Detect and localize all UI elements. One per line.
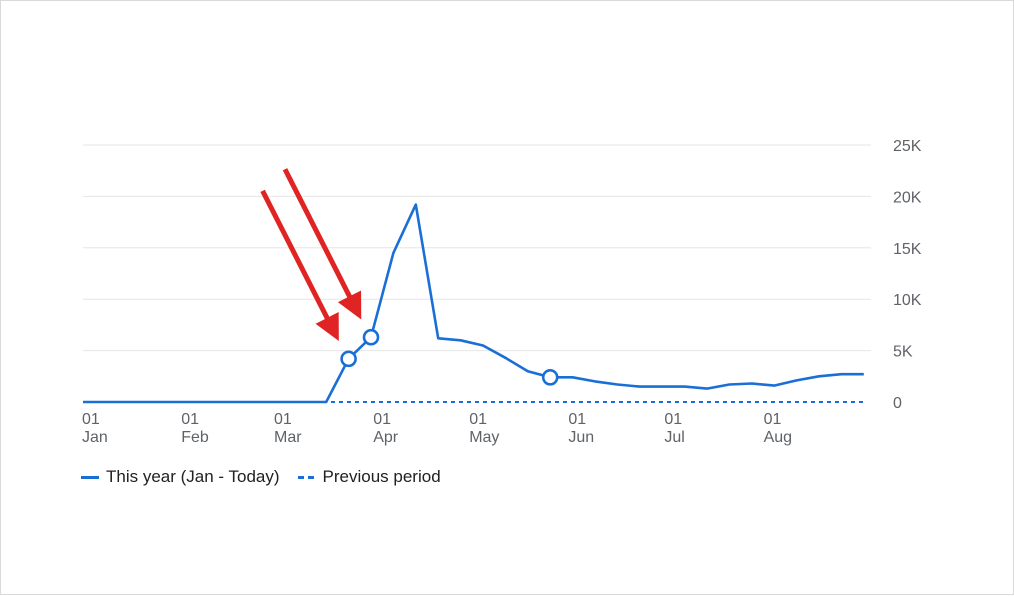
x-tick-month-label: Mar	[274, 429, 302, 446]
y-tick-label: 25K	[893, 138, 922, 155]
y-tick-label: 0	[893, 395, 902, 412]
legend-label-previous-period: Previous period	[322, 467, 441, 486]
x-tick-month-label: Aug	[764, 429, 792, 446]
data-point-marker	[340, 350, 357, 368]
red-arrow-annotation	[260, 189, 339, 342]
series-line-this-year	[83, 203, 864, 404]
legend-dashed-line-icon	[297, 475, 316, 479]
x-tick-day-label: 01	[274, 411, 292, 428]
x-tick-day-label: 01	[181, 411, 199, 428]
x-tick-month-label: Jun	[568, 429, 594, 446]
legend-label-this-year: This year (Jan - Today)	[106, 467, 280, 486]
x-tick-month-label: Jul	[664, 429, 684, 446]
x-tick-month-label: Jan	[82, 429, 108, 446]
y-tick-label: 5K	[893, 344, 913, 361]
red-arrow-annotation	[282, 168, 362, 320]
data-point-marker	[362, 328, 380, 346]
legend-solid-line-icon	[81, 475, 99, 479]
x-tick-day-label: 01	[664, 411, 682, 428]
y-tick-label: 15K	[893, 241, 922, 258]
x-tick-day-label: 01	[82, 411, 100, 428]
x-tick-day-label: 01	[469, 411, 487, 428]
legend-item-previous-period[interactable]: Previous period	[297, 467, 441, 487]
legend-item-this-year[interactable]: This year (Jan - Today)	[81, 467, 280, 487]
x-tick-month-label: Apr	[373, 429, 399, 446]
data-point-marker	[541, 369, 559, 386]
y-tick-label: 20K	[893, 189, 922, 206]
chart-legend: This year (Jan - Today) Previous period	[81, 465, 459, 489]
x-tick-day-label: 01	[568, 411, 586, 428]
x-tick-day-label: 01	[373, 411, 391, 428]
x-tick-day-label: 01	[764, 411, 782, 428]
x-tick-month-label: Feb	[181, 429, 209, 446]
x-tick-month-label: May	[469, 429, 499, 446]
y-tick-label: 10K	[893, 292, 922, 309]
